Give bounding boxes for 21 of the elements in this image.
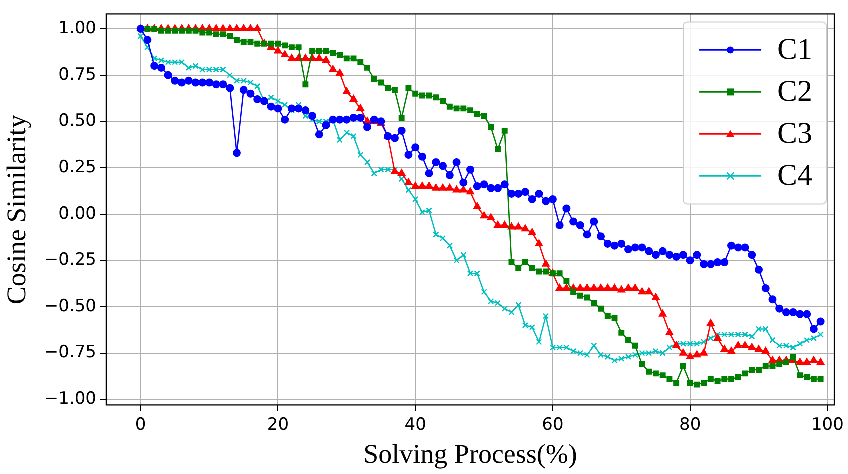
x-tick-label: 20 [267, 414, 290, 435]
legend-label: C4 [778, 159, 813, 192]
y-axis-title: Cosine Similarity [1, 114, 32, 305]
y-tick-label: −0.50 [44, 296, 96, 316]
x-tick-label: 40 [404, 414, 426, 435]
y-tick-label: −1.00 [44, 389, 96, 410]
legend-label: C3 [778, 117, 813, 150]
x-tick-label: 0 [135, 414, 146, 435]
legend-label: C2 [778, 75, 813, 108]
x-tick-label: 100 [811, 414, 844, 435]
x-tick-label: 80 [679, 414, 702, 435]
y-tick-label: 0.50 [58, 111, 96, 132]
x-tick-label: 60 [542, 414, 564, 435]
y-tick-label: 0.75 [58, 64, 96, 85]
y-tick-label: 0.00 [58, 204, 96, 224]
x-axis-title: Solving Process(%) [364, 438, 578, 469]
legend-label: C1 [778, 33, 813, 66]
y-tick-label: −0.75 [44, 342, 96, 363]
y-tick-label: 1.00 [58, 18, 96, 38]
y-tick-label: −0.25 [44, 250, 96, 270]
y-tick-label: 0.25 [58, 157, 96, 178]
